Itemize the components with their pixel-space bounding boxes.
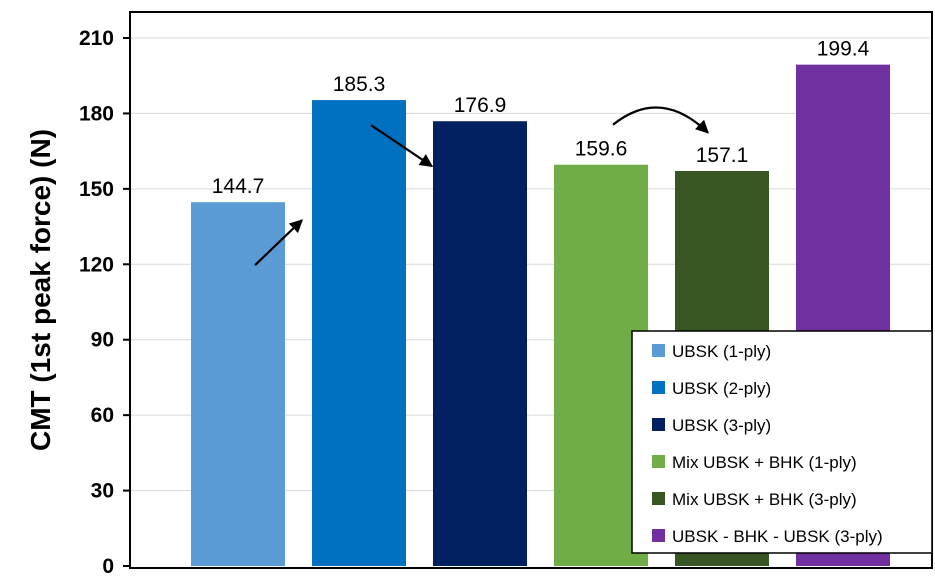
legend-label: Mix UBSK + BHK (3-ply) [672,490,857,509]
plot-frame [129,11,933,569]
trend-arrow [254,219,303,266]
legend-label: UBSK (2-ply) [672,379,771,398]
y-tick-label: 150 [79,178,114,201]
legend-label: Mix UBSK + BHK (1-ply) [672,453,857,472]
bar-value-label: 176.9 [454,94,507,117]
y-tick-label: 90 [91,329,114,352]
bar [191,202,285,566]
trend-arrow [370,124,434,168]
legend-label: UBSK (1-ply) [672,342,771,361]
y-tick-label: 120 [79,253,114,276]
bar-value-label: 185.3 [333,73,386,96]
legend-swatch [652,344,665,357]
bar-value-label: 144.7 [212,175,265,198]
legend: UBSK (1-ply) UBSK (2-ply) UBSK (3-ply) Mix … [631,330,933,554]
legend-box [631,330,933,554]
annotation-arrows [254,106,709,266]
data-labels: 144.7 185.3 176.9 159.6 157.1 199.4 [212,38,870,199]
y-tick-label: 210 [79,27,114,50]
curved-trend-arrow [612,106,709,134]
legend-swatch [652,529,665,542]
legend-swatch [652,418,665,431]
legend-swatch [652,492,665,505]
legend-swatch [652,455,665,468]
legend-swatch [652,381,665,394]
legend-label: UBSK - BHK - UBSK (3-ply) [672,527,883,546]
y-tick-label: 180 [79,102,114,125]
legend-label: UBSK (3-ply) [672,416,771,435]
y-tick-label: 0 [102,555,114,574]
y-tick-label: 30 [91,480,114,503]
bar-value-label: 157.1 [696,144,749,167]
bar [312,100,406,567]
y-axis: 0 30 60 90 120 150 180 210 [79,11,933,578]
bar-value-label: 199.4 [817,38,870,61]
y-axis-title: CMT (1st peak force) (N) [25,129,56,451]
y-tick-label: 60 [91,404,114,427]
bar-value-label: 159.6 [575,138,628,161]
bar [433,121,527,567]
